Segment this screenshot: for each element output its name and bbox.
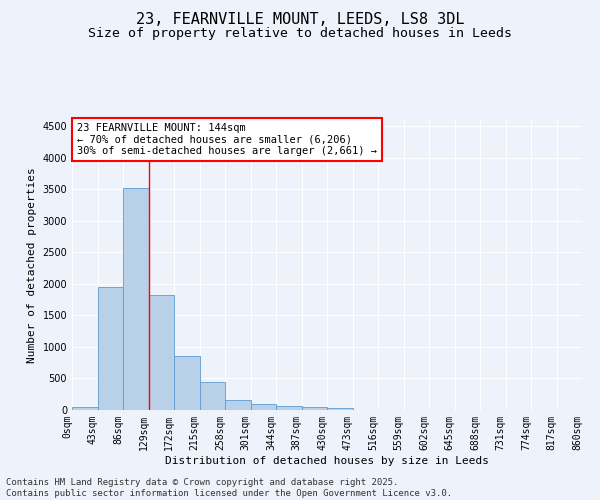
Bar [174, 356, 199, 410]
Bar [327, 408, 353, 410]
X-axis label: Distribution of detached houses by size in Leeds: Distribution of detached houses by size … [165, 456, 489, 466]
Bar [149, 296, 174, 410]
Text: 23 FEARNVILLE MOUNT: 144sqm
← 70% of detached houses are smaller (6,206)
30% of : 23 FEARNVILLE MOUNT: 144sqm ← 70% of det… [77, 123, 377, 156]
Y-axis label: Number of detached properties: Number of detached properties [27, 167, 37, 363]
Bar [72, 407, 97, 410]
Text: Size of property relative to detached houses in Leeds: Size of property relative to detached ho… [88, 28, 512, 40]
Text: Contains HM Land Registry data © Crown copyright and database right 2025.
Contai: Contains HM Land Registry data © Crown c… [6, 478, 452, 498]
Text: 23, FEARNVILLE MOUNT, LEEDS, LS8 3DL: 23, FEARNVILLE MOUNT, LEEDS, LS8 3DL [136, 12, 464, 28]
Bar [302, 406, 327, 410]
Bar [251, 404, 276, 410]
Bar [199, 382, 225, 410]
Bar [123, 188, 149, 410]
Bar [225, 400, 251, 410]
Bar [276, 406, 302, 410]
Bar [97, 287, 123, 410]
